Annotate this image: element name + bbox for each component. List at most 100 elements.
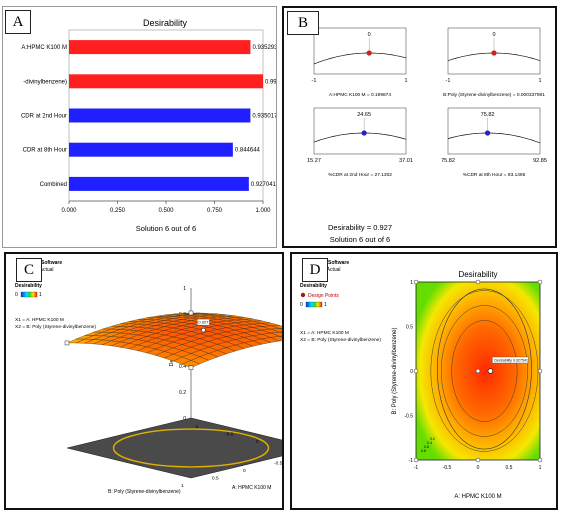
surface-legend-bar — [21, 292, 37, 297]
response-surface-3d: rt Software y Actual Desirability 0 1 X1… — [6, 254, 282, 508]
panel-c: C rt Software y Actual Desirability 0 1 … — [4, 252, 284, 510]
design-point — [476, 369, 480, 373]
contour-plot: rt Software y Actual Desirability Design… — [292, 254, 556, 508]
ramp-caption: B:Poly (Styrene-divinylbenzene) = 0.0003… — [443, 92, 545, 98]
panel-d-label: D — [302, 258, 328, 282]
surface-optimum-point — [201, 328, 205, 332]
ramp-low-label: -1 — [446, 78, 451, 84]
design-points-legend-icon — [301, 293, 305, 297]
desirability-ramps: 0 -1 1 A:HPMC K100 M = 0.199874 0 -1 1 B:Poly (… — [284, 8, 555, 246]
y-tick-label: 1 — [181, 483, 184, 489]
ramp-top-label: 0 — [368, 32, 371, 38]
panel-c-label: C — [16, 258, 42, 282]
ramp-caption: A:HPMC K100 M = 0.199874 — [329, 92, 391, 98]
ramp-top-label: 0 — [492, 32, 495, 38]
bar-chart-title: Desirability — [143, 18, 188, 28]
surface-legend-hi: 1 — [39, 292, 42, 298]
x-tick-label: 0 — [477, 465, 480, 471]
ramp-top-label: 24.65 — [357, 112, 371, 118]
y-tick-label: -1 — [409, 458, 414, 464]
ramp-point — [367, 50, 372, 55]
ramp-point — [362, 130, 367, 135]
y-axis-label: B: Poly (Styrene-divinylbenzene) — [392, 327, 398, 414]
ramp-high-label: 37.01 — [399, 158, 413, 164]
design-point — [414, 280, 418, 284]
design-point — [538, 458, 542, 462]
ramp-low-label: 75.82 — [441, 158, 455, 164]
ramp-point — [485, 130, 490, 135]
bar — [69, 109, 250, 123]
panel-b-label: B — [287, 11, 319, 35]
contour-label: 0.4 — [427, 441, 432, 445]
y-tick-label: 0 — [410, 369, 413, 375]
ramps-desirability-line: Desirability = 0.927 — [328, 223, 392, 232]
x-tick-label: -0.5 — [443, 465, 452, 471]
ramps-solution-line: Solution 6 out of 6 — [330, 235, 390, 244]
optimum-label: Desirability 0.927541 — [494, 359, 528, 363]
contour-title: Desirability — [458, 270, 497, 279]
ramp-point — [491, 50, 496, 55]
ramp-top-label: 75.82 — [481, 112, 495, 118]
bar — [69, 74, 263, 88]
design-point — [538, 369, 542, 373]
x-tick-label: -1 — [194, 424, 199, 430]
x-tick-label: -1 — [414, 465, 419, 471]
y-tick-label: 0.5 — [406, 325, 413, 331]
contour-label: 0.2 — [430, 437, 435, 441]
ramp: 0 -1 1 A:HPMC K100 M = 0.199874 — [312, 28, 408, 98]
ramp: 0 -1 1 B:Poly (Styrene-divinylbenzene) = 0.… — [443, 28, 545, 98]
design-point — [476, 280, 480, 284]
contour-label: 0.6 — [424, 445, 429, 449]
bar-category-label: -divinylbenzene) — [23, 79, 67, 85]
design-point — [414, 369, 418, 373]
bar — [69, 40, 250, 54]
bar-value-label: 0.844644 — [235, 148, 261, 154]
panel-a-label: A — [5, 10, 31, 34]
contour-legend-hi: 1 — [324, 302, 327, 308]
design-point — [476, 458, 480, 462]
ramp-low-label: 15.27 — [307, 158, 321, 164]
y-axis-label: B: Poly (Styrene-divinylbenzene) — [108, 489, 181, 495]
contour-design-points: Design Points — [308, 293, 339, 299]
design-point — [538, 280, 542, 284]
ramp-low-label: -1 — [312, 78, 317, 84]
contour-legend-lo: 0 — [300, 302, 303, 308]
x-tick-label: 0.5 — [506, 465, 513, 471]
x-tick-label: 0.750 — [207, 208, 223, 214]
surface-legend-lo: 0 — [15, 292, 18, 298]
surface-legend-title: Desirability — [15, 283, 42, 289]
x-tick-label: 0.250 — [110, 208, 126, 214]
contour-x2-line: X2 = B: Poly (Styrene-divinylbenzene) — [300, 337, 381, 343]
x-tick-label: 1.000 — [255, 208, 271, 214]
x-tick-label: 0 — [256, 439, 259, 445]
x-axis-label: A: HPMC K100 M — [454, 494, 501, 500]
bar-value-label: 0.935017 — [252, 114, 276, 120]
optimum-point — [488, 369, 493, 374]
y-tick-label: 0.5 — [212, 476, 219, 482]
bar-value-label: 0.99989 — [265, 79, 276, 85]
surface-peak-label: 0.927 — [198, 320, 209, 325]
y-tick-label: 1 — [410, 280, 413, 286]
contour-label: 0.8 — [421, 449, 426, 453]
contour-legend-title: Desirability — [300, 283, 327, 289]
ramp-high-label: 1 — [404, 78, 407, 84]
bar — [69, 143, 233, 157]
x-tick-label: 0.000 — [61, 208, 77, 214]
panel-b: B 0 -1 1 A:HPMC K100 M = 0.199874 0 -1 1 B:Poly… — [282, 6, 557, 248]
surface-x1-line: X1 = A: HPMC K100 M — [15, 317, 64, 323]
bar-category-label: Combined — [40, 182, 67, 188]
bar — [69, 177, 249, 191]
x-tick-label: 1 — [539, 465, 542, 471]
x-tick-label: -0.5 — [225, 432, 234, 438]
ramp-high-label: 1 — [538, 78, 541, 84]
ramp-caption: %CDR at 2nd Hour = 27.1302 — [328, 172, 392, 178]
bar-category-label: CDR at 2nd Hour — [21, 114, 67, 120]
y-tick-label: -0.5 — [274, 461, 282, 467]
x-tick-label: 0.500 — [158, 208, 174, 214]
surface-design-point — [65, 341, 69, 345]
x-axis-label: A: HPMC K100 M — [232, 485, 271, 491]
bar-category-label: CDR at 8th Hour — [23, 148, 67, 154]
ramp: 24.65 15.27 37.01 %CDR at 2nd Hour = 27.130… — [307, 108, 413, 178]
